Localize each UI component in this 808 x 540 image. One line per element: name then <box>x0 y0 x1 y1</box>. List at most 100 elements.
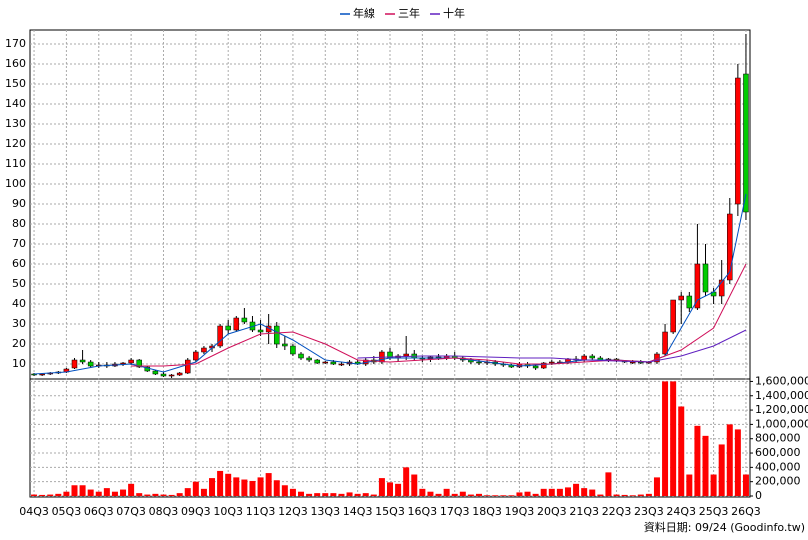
x-tick-label: 18Q3 <box>472 505 502 518</box>
volume-bar <box>573 483 580 496</box>
volume-bar <box>645 493 652 496</box>
volume-bar <box>362 493 369 496</box>
candle-body <box>532 365 539 369</box>
volume-bar <box>378 478 385 496</box>
candle-body <box>257 329 264 333</box>
y-tick-label: 30 <box>12 317 26 330</box>
volume-bar <box>395 483 402 496</box>
volume-bar <box>637 494 644 496</box>
y-tick-label: 40 <box>12 297 26 310</box>
candle-body <box>403 353 409 357</box>
volume-bar <box>354 493 361 496</box>
x-tick-label: 11Q3 <box>246 505 276 518</box>
volume-bar <box>281 485 288 496</box>
x-tick-label: 16Q3 <box>408 505 438 518</box>
volume-bar <box>597 494 604 496</box>
candle-body <box>306 357 312 361</box>
volume-bar <box>589 489 596 496</box>
candle-body <box>160 373 167 377</box>
y-tick-label: 100 <box>5 177 26 190</box>
candle-body <box>241 317 248 323</box>
volume-bar <box>718 444 725 496</box>
candle-body <box>176 372 183 376</box>
volume-bar <box>79 485 86 496</box>
volume-bar <box>484 495 491 496</box>
volume-bar <box>273 480 280 496</box>
x-tick-label: 22Q3 <box>602 505 632 518</box>
candle-body <box>193 351 199 361</box>
candle-body <box>662 331 668 355</box>
volume-bar <box>184 488 191 496</box>
candle-body <box>540 362 547 369</box>
volume-bar <box>314 493 321 496</box>
volume-bar <box>192 481 199 496</box>
y2-tick-label: 200,000 <box>755 475 801 488</box>
volume-bar <box>338 493 345 496</box>
candle-body <box>589 355 595 359</box>
volume-bar <box>702 435 709 496</box>
volume-bar <box>548 488 555 496</box>
volume-bar <box>403 467 410 496</box>
y-tick-label: 10 <box>12 357 26 370</box>
x-tick-label: 23Q3 <box>634 505 664 518</box>
volume-bar <box>653 477 660 496</box>
x-tick-label: 12Q3 <box>278 505 308 518</box>
volume-bar <box>103 488 110 496</box>
volume-bar <box>411 474 418 496</box>
y2-tick-label: 400,000 <box>755 460 801 473</box>
volume-bar <box>31 494 38 496</box>
ma-line <box>33 193 747 375</box>
footer: 資料日期: 09/24 (Goodinfo.tw) <box>644 520 805 534</box>
candle-body <box>322 361 329 364</box>
candle-body <box>678 295 684 301</box>
x-tick-label: 09Q3 <box>181 505 211 518</box>
y2-tick-label: 1,000,000 <box>755 417 808 430</box>
candle-body <box>338 363 345 366</box>
candle-body <box>120 362 126 365</box>
candle-body <box>136 359 142 368</box>
volume-bar <box>710 474 717 496</box>
y-tick-label: 120 <box>5 137 26 150</box>
y2-tick-label: 0 <box>755 489 762 502</box>
candle-body <box>476 361 482 364</box>
volume-bar <box>427 491 434 496</box>
volume-bar <box>670 381 677 496</box>
volume-bar <box>467 494 474 496</box>
x-tick-label: 24Q3 <box>666 505 696 518</box>
candle-body <box>314 359 320 364</box>
candle-body <box>743 73 749 213</box>
volume-bar <box>662 381 669 496</box>
volume-bar <box>63 491 70 496</box>
volume-bar <box>459 491 466 496</box>
candle-body <box>727 213 733 281</box>
volume-bar <box>47 494 54 496</box>
candle-body <box>87 361 94 367</box>
volume-bar <box>200 488 207 496</box>
volume-bar <box>387 482 393 496</box>
x-tick-label: 25Q3 <box>699 505 729 518</box>
volume-bar <box>500 495 507 496</box>
volume-bar <box>492 495 499 496</box>
x-tick-label: 13Q3 <box>310 505 340 518</box>
volume-bar <box>516 492 523 496</box>
volume-bar <box>734 429 741 496</box>
volume-bar <box>621 494 628 496</box>
x-tick-label: 17Q3 <box>440 505 470 518</box>
volume-bar <box>120 489 127 496</box>
y-tick-label: 140 <box>5 97 26 110</box>
legend-label: 十年 <box>443 6 465 20</box>
legend-label: 三年 <box>398 6 420 20</box>
y2-tick-label: 800,000 <box>755 432 801 445</box>
y-tick-label: 90 <box>12 197 26 210</box>
y2-tick-label: 1,400,000 <box>755 389 808 402</box>
volume-bar <box>152 493 159 496</box>
volume-bar <box>55 493 62 496</box>
x-tick-label: 06Q3 <box>84 505 114 518</box>
x-tick-label: 26Q3 <box>731 505 761 518</box>
volume-bar <box>306 493 313 496</box>
candle-body <box>718 279 725 297</box>
volume-bar <box>217 470 224 496</box>
y2-tick-label: 600,000 <box>755 446 801 459</box>
volume-bar <box>443 488 450 496</box>
